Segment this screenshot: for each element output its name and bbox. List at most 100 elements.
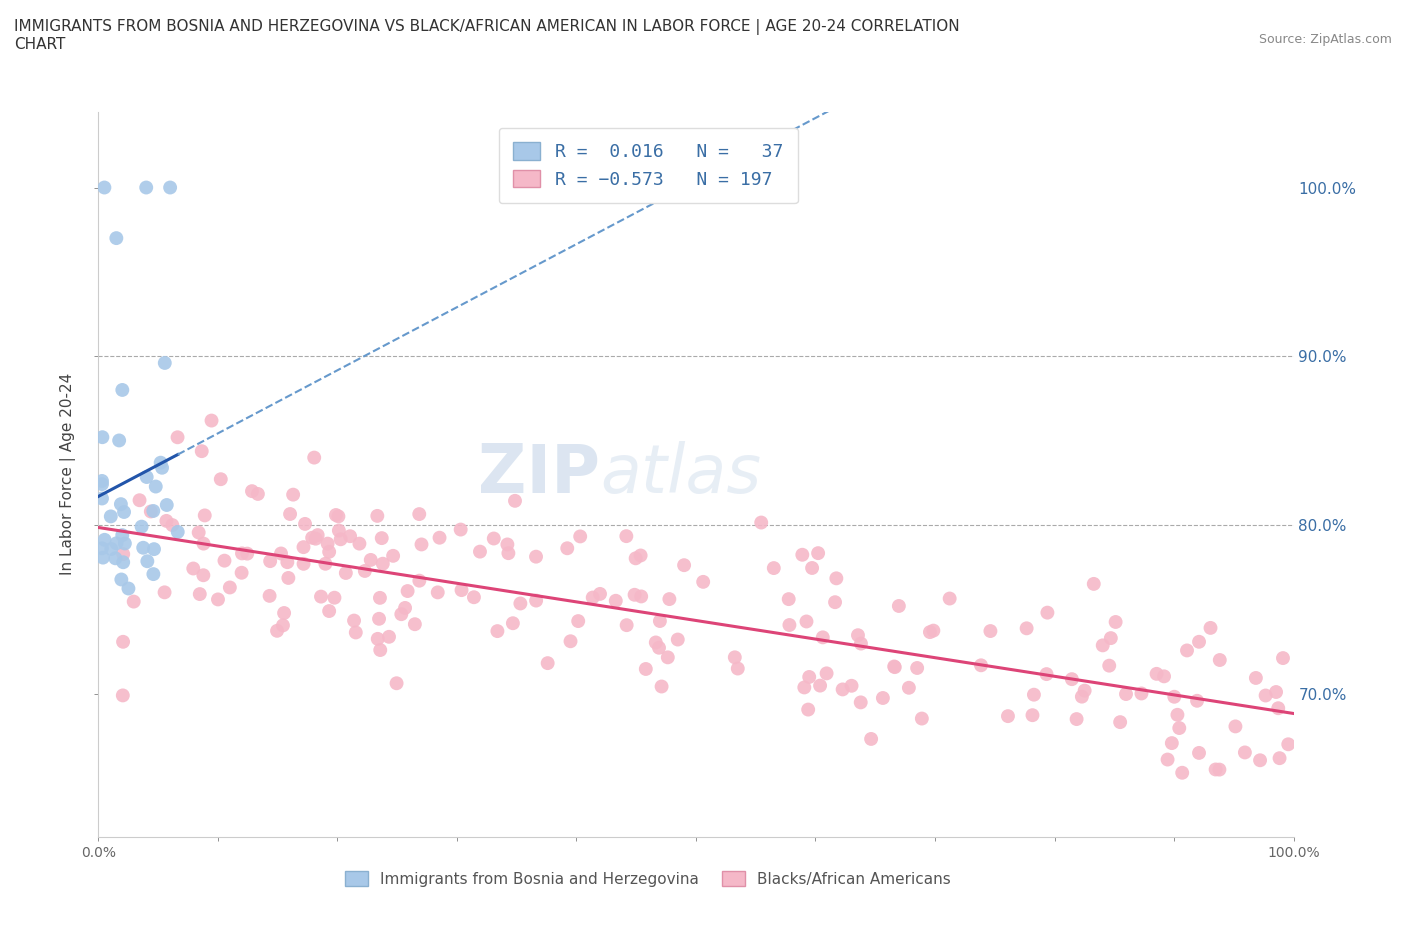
Point: [825, 571, 848, 586]
Point: [1036, 605, 1059, 620]
Point: [166, 525, 188, 539]
Point: [749, 515, 772, 530]
Point: [727, 661, 749, 676]
Point: [339, 529, 361, 544]
Point: [240, 484, 263, 498]
Point: [1156, 752, 1178, 767]
Point: [1175, 643, 1198, 658]
Point: [136, 553, 159, 568]
Point: [209, 472, 232, 486]
Text: ZIP: ZIP: [478, 442, 600, 507]
Point: [503, 494, 526, 509]
Point: [860, 732, 883, 747]
Point: [214, 553, 236, 568]
Point: [922, 623, 945, 638]
Point: [111, 688, 134, 703]
Point: [811, 630, 834, 644]
Point: [614, 529, 637, 544]
Point: [797, 702, 820, 717]
Point: [188, 587, 211, 602]
Point: [658, 591, 681, 606]
Point: [496, 537, 519, 551]
Point: [367, 631, 389, 646]
Point: [567, 614, 589, 629]
Point: [887, 599, 910, 614]
Point: [808, 678, 831, 693]
Point: [883, 659, 905, 674]
Point: [200, 413, 222, 428]
Point: [468, 544, 491, 559]
Point: [970, 658, 993, 672]
Point: [1205, 762, 1227, 777]
Point: [145, 479, 167, 494]
Point: [1171, 765, 1194, 780]
Point: [142, 503, 165, 518]
Point: [831, 682, 853, 697]
Point: [1022, 687, 1045, 702]
Point: [849, 636, 872, 651]
Point: [278, 507, 301, 522]
Point: [1153, 669, 1175, 684]
Point: [360, 552, 382, 567]
Point: [911, 711, 934, 726]
Point: [93, 532, 115, 547]
Point: [624, 551, 647, 565]
Point: [498, 546, 520, 561]
Point: [132, 540, 155, 555]
Point: [1146, 667, 1168, 682]
Point: [778, 591, 800, 606]
Point: [1073, 684, 1095, 698]
Point: [1254, 688, 1277, 703]
Point: [644, 635, 666, 650]
Point: [112, 547, 135, 562]
Point: [114, 536, 136, 551]
Point: [426, 585, 449, 600]
Point: [1272, 651, 1295, 666]
Point: [1225, 719, 1247, 734]
Point: [1130, 686, 1153, 701]
Point: [122, 594, 145, 609]
Point: [394, 601, 416, 616]
Point: [1066, 711, 1088, 726]
Point: [396, 584, 419, 599]
Point: [108, 433, 131, 448]
Point: [329, 532, 352, 547]
Point: [378, 630, 401, 644]
Point: [207, 592, 229, 607]
Point: [349, 537, 371, 551]
Point: [463, 590, 485, 604]
Text: IMMIGRANTS FROM BOSNIA AND HERZEGOVINA VS BLACK/AFRICAN AMERICAN IN LABOR FORCE : IMMIGRANTS FROM BOSNIA AND HERZEGOVINA V…: [14, 19, 960, 52]
Point: [724, 650, 747, 665]
Point: [1166, 708, 1188, 723]
Point: [105, 231, 128, 246]
Point: [218, 580, 240, 595]
Point: [131, 519, 153, 534]
Point: [1098, 658, 1121, 673]
Point: [1099, 631, 1122, 645]
Point: [181, 561, 204, 576]
Point: [1249, 752, 1271, 767]
Point: [897, 681, 920, 696]
Point: [1277, 737, 1299, 751]
Point: [343, 613, 366, 628]
Point: [246, 486, 269, 501]
Point: [411, 537, 433, 551]
Point: [190, 444, 212, 458]
Point: [762, 561, 785, 576]
Point: [793, 680, 815, 695]
Point: [1035, 667, 1057, 682]
Point: [589, 587, 612, 602]
Point: [778, 618, 800, 632]
Point: [328, 523, 350, 538]
Point: [524, 550, 547, 565]
Point: [486, 624, 509, 639]
Point: [325, 508, 347, 523]
Point: [849, 695, 872, 710]
Point: [404, 617, 426, 631]
Point: [1083, 577, 1105, 591]
Point: [156, 498, 179, 512]
Point: [657, 650, 679, 665]
Point: [382, 549, 405, 564]
Point: [368, 643, 391, 658]
Point: [91, 551, 114, 565]
